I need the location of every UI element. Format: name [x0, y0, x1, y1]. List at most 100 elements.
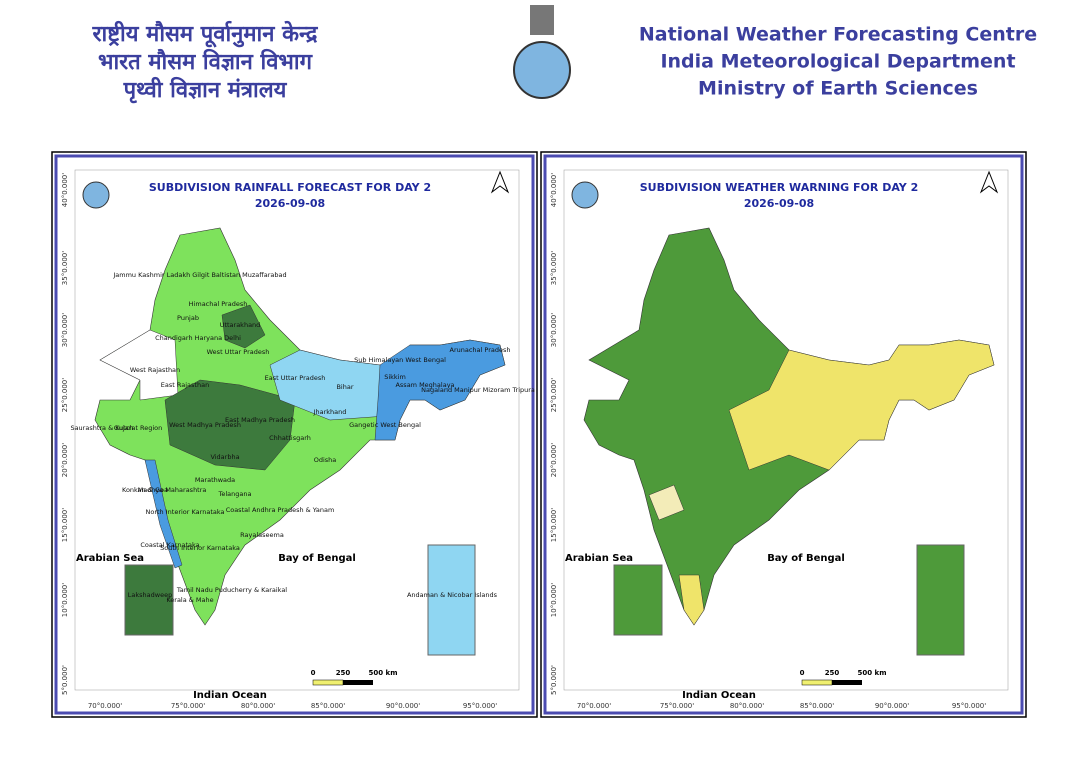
- latitude-label: 15°0.000': [550, 508, 558, 542]
- region-label: Himachal Pradesh: [189, 300, 248, 308]
- sea-label: Bay of Bengal: [767, 553, 845, 564]
- longitude-label: 85°0.000': [800, 702, 834, 710]
- region-label: Odisha: [314, 456, 337, 464]
- region-label: East Rajasthan: [161, 381, 209, 389]
- region-label: Chhattisgarh: [269, 434, 311, 442]
- panel-emblem: [82, 181, 110, 209]
- region-label: Arunachal Pradesh: [450, 346, 511, 354]
- longitude-label: 70°0.000': [88, 702, 122, 710]
- north-arrow: [490, 170, 510, 194]
- scale-label: 500 km: [858, 669, 887, 677]
- emblem-top: [530, 5, 554, 35]
- english-line: National Weather Forecasting Centre: [639, 24, 1037, 46]
- scale-label: 0: [311, 669, 316, 677]
- region-label: East Madhya Pradesh: [225, 416, 295, 424]
- longitude-label: 70°0.000': [577, 702, 611, 710]
- subdivision: [144, 459, 183, 569]
- region-label: Punjab: [177, 314, 199, 322]
- sea-label: Arabian Sea: [565, 553, 633, 564]
- region-label: Andaman & Nicobar Islands: [407, 591, 498, 599]
- region-label: Chandigarh Haryana Delhi: [155, 334, 241, 342]
- region-label: Tamil Nadu Puducherry & Karaikal: [176, 586, 287, 594]
- latitude-label: 35°0.000': [61, 251, 69, 285]
- hindi-line: पृथ्वी विज्ञान मंत्रालय: [123, 76, 288, 104]
- lakshadweep-box: [613, 564, 663, 636]
- sea-label: Indian Ocean: [682, 690, 756, 701]
- sea-label: Arabian Sea: [76, 553, 144, 564]
- region-label: Assam Meghalaya: [395, 381, 454, 389]
- scale-label: 250: [336, 669, 351, 677]
- latitude-label: 40°0.000': [550, 173, 558, 207]
- subdivision: [221, 304, 266, 349]
- latitude-label: 20°0.000': [550, 443, 558, 477]
- longitude-label: 90°0.000': [875, 702, 909, 710]
- region-label: Bihar: [336, 383, 353, 391]
- hindi-line: भारत मौसम विज्ञान विभाग: [98, 48, 314, 75]
- latitude-label: 10°0.000': [550, 583, 558, 617]
- region-label: Konkan & Goa: [122, 486, 168, 494]
- region-label: Gangetic West Bengal: [349, 421, 421, 429]
- latitude-label: 5°0.000': [61, 665, 69, 695]
- subdivision: [648, 484, 685, 521]
- hindi-line: राष्ट्रीय मौसम पूर्वानुमान केन्द्र: [92, 20, 319, 48]
- scale-bar: [343, 680, 373, 685]
- subdivision: [374, 339, 506, 441]
- longitude-label: 85°0.000': [311, 702, 345, 710]
- scale-label: 250: [825, 669, 840, 677]
- subdivision: [99, 329, 179, 401]
- region-label: South Interior Karnataka: [160, 544, 240, 552]
- longitude-label: 80°0.000': [241, 702, 275, 710]
- subdivision: [678, 574, 705, 626]
- andaman-box: [427, 544, 476, 656]
- latitude-label: 30°0.000': [61, 313, 69, 347]
- region-label: West Uttar Pradesh: [207, 348, 270, 356]
- region-label: West Madhya Pradesh: [169, 421, 241, 429]
- subdivision: [728, 339, 995, 471]
- longitude-label: 95°0.000': [463, 702, 497, 710]
- region-label: Rayalaseema: [240, 531, 284, 539]
- scale-bar: [832, 680, 862, 685]
- region-label: Saurashtra & Kutch: [70, 424, 133, 432]
- longitude-label: 75°0.000': [660, 702, 694, 710]
- latitude-label: 25°0.000': [550, 378, 558, 412]
- scale-label: 500 km: [369, 669, 398, 677]
- panel-border: [54, 154, 535, 715]
- latitude-label: 35°0.000': [550, 251, 558, 285]
- region-label: Gujarat Region: [114, 424, 162, 432]
- longitude-label: 90°0.000': [386, 702, 420, 710]
- map-date: 2026-09-08: [255, 197, 325, 210]
- region-label: North Interior Karnataka: [146, 508, 225, 516]
- region-label: Nagaland Manipur Mizoram Tripura: [421, 386, 535, 394]
- latitude-label: 5°0.000': [550, 665, 558, 695]
- region-label: Lakshadweep: [128, 591, 172, 599]
- emblem: [513, 41, 571, 99]
- header: [513, 5, 571, 99]
- panel-border: [543, 154, 1024, 715]
- latitude-label: 15°0.000': [61, 508, 69, 542]
- panel-frame: [540, 151, 1027, 718]
- scale-label: 0: [800, 669, 805, 677]
- region-label: East Uttar Pradesh: [265, 374, 326, 382]
- region-label: Sub Himalayan West Bengal: [354, 356, 446, 364]
- map-title: SUBDIVISION RAINFALL FORECAST FOR DAY 2: [149, 181, 431, 194]
- english-line: Ministry of Earth Sciences: [698, 78, 978, 100]
- region-label: Jammu Kashmir Ladakh Gilgit Baltistan Mu…: [112, 271, 286, 279]
- latitude-label: 20°0.000': [61, 443, 69, 477]
- region-label: Kerala & Mahe: [166, 596, 213, 604]
- map-panel: SUBDIVISION RAINFALL FORECAST FOR DAY 2 2…: [51, 151, 538, 718]
- latitude-label: 40°0.000': [61, 173, 69, 207]
- region-label: Coastal Karnataka: [140, 541, 199, 549]
- region-label: Madhya Maharashtra: [138, 486, 207, 494]
- longitude-label: 95°0.000': [952, 702, 986, 710]
- region-label: West Rajasthan: [130, 366, 180, 374]
- region-label: Jharkhand: [313, 408, 347, 416]
- andaman-box: [916, 544, 965, 656]
- scale-bar: [312, 679, 344, 686]
- latitude-label: 10°0.000': [61, 583, 69, 617]
- region-label: Sikkim: [384, 373, 406, 381]
- latitude-label: 25°0.000': [61, 378, 69, 412]
- scale-bar: [801, 679, 833, 686]
- region-label: Telangana: [218, 490, 252, 498]
- subdivision: [164, 379, 296, 471]
